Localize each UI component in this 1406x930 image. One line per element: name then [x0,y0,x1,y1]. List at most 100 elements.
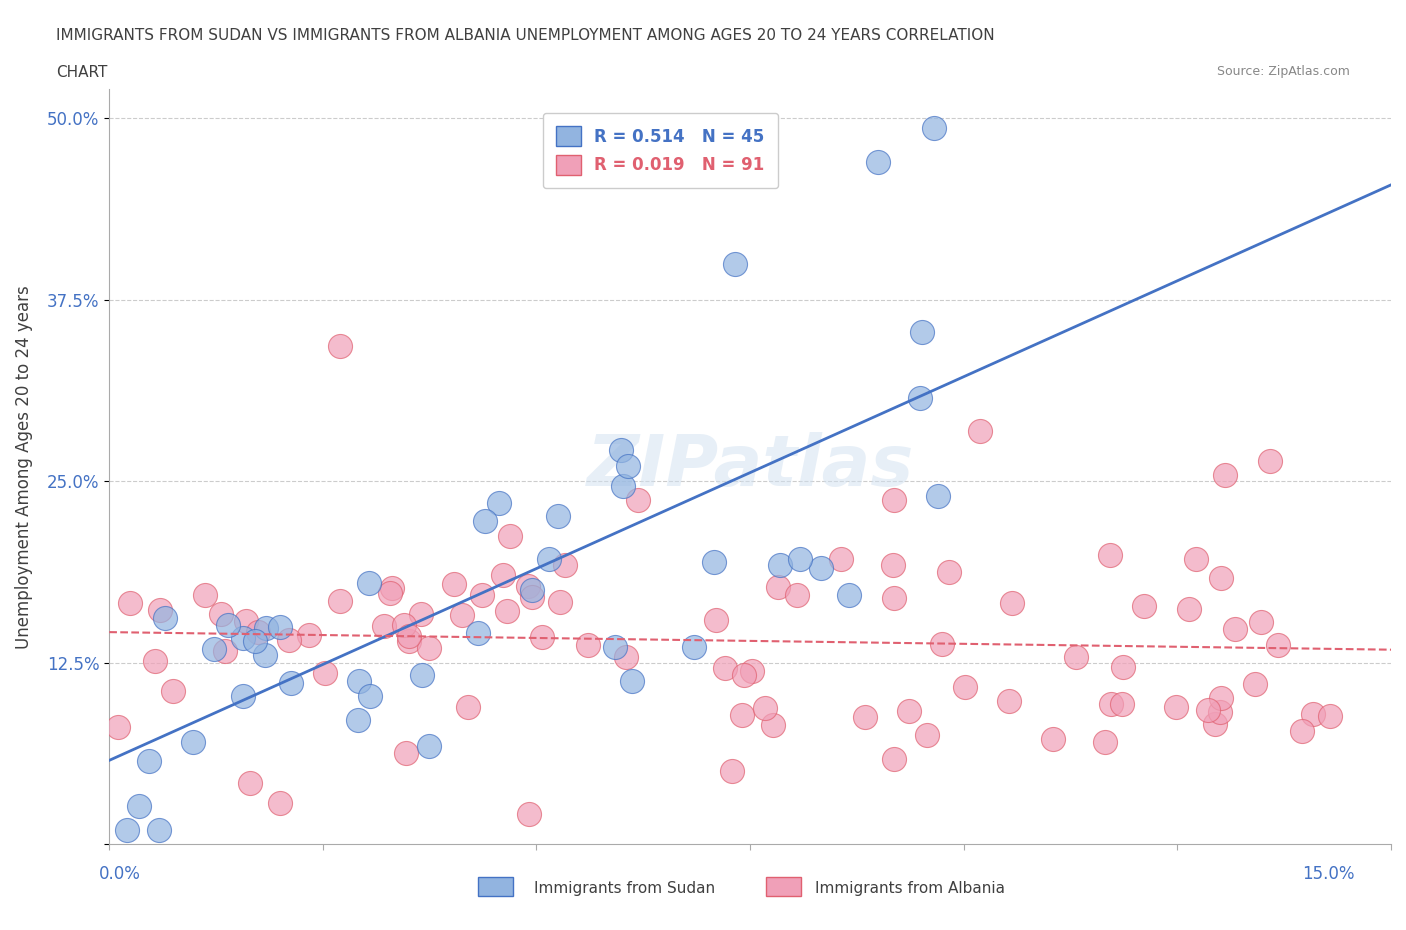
Point [517,806,540,821]
Point [138,754,160,769]
Point [915,727,938,742]
Point [931,636,953,651]
Point [1042,731,1064,746]
Point [1209,691,1232,706]
Point [882,557,904,572]
Point [754,701,776,716]
Point [243,633,266,648]
Point [830,551,852,566]
Point [1258,454,1281,469]
Point [969,423,991,438]
Point [474,513,496,528]
Point [359,688,381,703]
Point [214,644,236,658]
Point [1302,707,1324,722]
Point [398,633,420,648]
Point [209,606,232,621]
Point [537,551,560,566]
Point [181,734,204,749]
Point [153,610,176,625]
Text: Immigrants from Sudan: Immigrants from Sudan [534,881,716,896]
Point [548,594,571,609]
Point [938,565,960,579]
Point [605,640,627,655]
Point [838,588,860,603]
Point [418,641,440,656]
Point [217,618,239,632]
Point [1319,709,1341,724]
Point [627,492,650,507]
Point [254,620,277,635]
Text: 15.0%: 15.0% [1302,865,1355,884]
Point [704,612,727,627]
Point [522,583,544,598]
Point [1112,659,1135,674]
Point [231,631,253,645]
Point [530,630,553,644]
Point [520,590,543,604]
Point [373,618,395,633]
Point [1197,702,1219,717]
Point [997,694,1019,709]
Legend: R = 0.514   N = 45, R = 0.019   N = 91: R = 0.514 N = 45, R = 0.019 N = 91 [543,113,778,189]
Point [853,710,876,724]
Point [115,822,138,837]
Point [395,745,418,760]
Point [1164,699,1187,714]
Point [1291,724,1313,738]
Point [499,528,522,543]
Point [910,325,932,339]
Point [1099,697,1122,711]
Point [148,822,170,837]
Point [766,579,789,594]
Point [1250,615,1272,630]
Text: ZIPatlas: ZIPatlas [586,432,914,501]
Point [471,588,494,603]
Point [298,628,321,643]
Point [329,339,352,353]
Point [280,675,302,690]
Point [239,776,262,790]
Point [1208,704,1230,719]
Point [955,680,977,695]
Point [724,257,747,272]
Point [347,673,370,688]
Point [683,640,706,655]
Point [617,459,640,474]
Point [762,717,785,732]
Text: 0.0%: 0.0% [98,865,141,884]
Point [392,618,415,632]
Point [149,602,172,617]
Point [616,650,638,665]
Point [1133,598,1156,613]
Point [1185,552,1208,567]
Point [128,798,150,813]
Point [741,664,763,679]
Point [492,568,515,583]
Point [269,619,291,634]
Point [868,154,890,169]
Point [786,588,808,603]
Text: CHART: CHART [56,65,108,80]
Point [443,577,465,591]
Point [1267,637,1289,652]
Point [714,661,737,676]
Point [246,625,269,640]
Point [467,626,489,641]
Point [347,713,370,728]
Point [314,665,336,680]
Point [202,642,225,657]
Point [269,796,291,811]
Point [1000,596,1022,611]
Point [610,443,633,458]
Point [118,596,141,611]
Point [897,703,920,718]
Point [162,684,184,698]
Point [359,576,381,591]
Point [235,614,257,629]
Point [731,708,754,723]
Point [277,632,299,647]
Point [411,607,433,622]
Point [554,558,576,573]
Text: Source: ZipAtlas.com: Source: ZipAtlas.com [1216,65,1350,78]
